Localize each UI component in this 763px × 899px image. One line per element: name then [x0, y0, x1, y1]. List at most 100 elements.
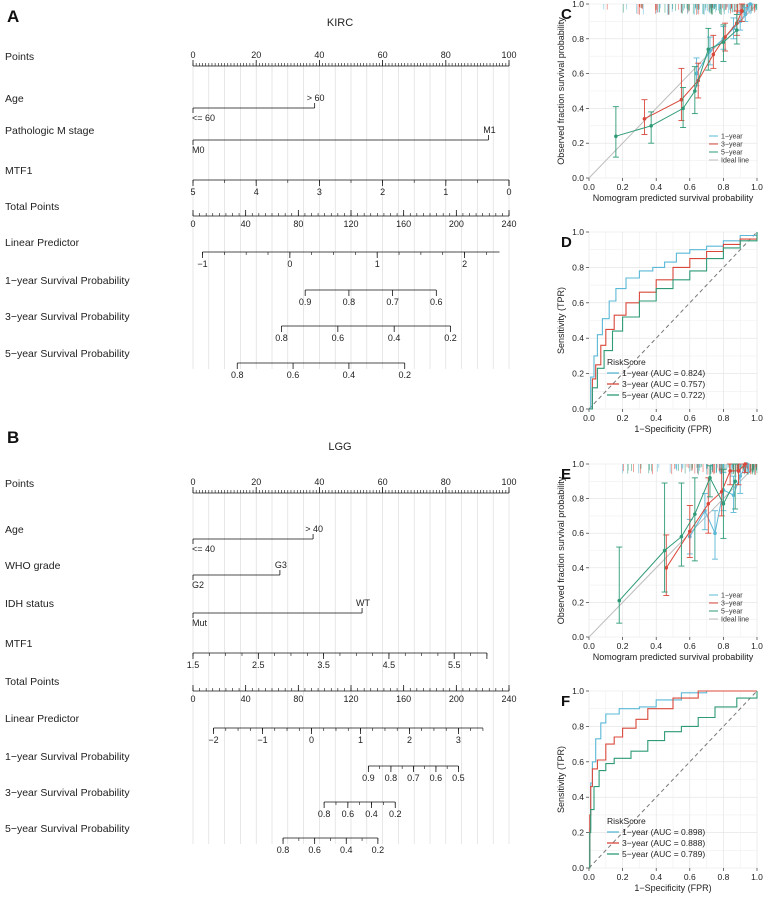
roc-curve — [589, 232, 758, 410]
tick-label: −1 — [197, 259, 207, 269]
y-tick-label: 0.8 — [572, 34, 584, 44]
nomogram-row: Points 0 20 40 60 80 100 — [5, 50, 517, 67]
legend-label: 3−year (AUC = 0.888) — [622, 838, 705, 848]
tick-label: 0 — [287, 259, 292, 269]
tick-label: 0.9 — [362, 773, 375, 783]
x-axis-title: Nomogram predicted survival probability — [593, 193, 754, 203]
tick-label: 40 — [241, 694, 251, 704]
row-label: IDH status — [5, 598, 54, 610]
tick-label: 5.5 — [448, 660, 461, 670]
reference-line — [588, 690, 758, 869]
nomogram-row: Age <= 40 > 40 — [5, 524, 323, 554]
x-tick-label: 1.0 — [751, 413, 763, 423]
nomogram-row: 5−year Survival Probability 0.8 0.6 0.4 0.2 — [5, 823, 384, 855]
data-point — [748, 2, 753, 6]
legend-label: 1−year — [721, 593, 743, 600]
row-label: 3−year Survival Probability — [5, 311, 130, 323]
tick-label: 0.7 — [407, 773, 420, 783]
data-point — [708, 476, 712, 480]
y-axis-title: Sensitivity (TPR) — [556, 287, 566, 354]
tick-label: 0 — [309, 735, 314, 745]
x-tick-label: 0.2 — [617, 413, 629, 423]
tick-label: 20 — [251, 477, 261, 487]
panel-letter: C — [561, 6, 572, 23]
data-point — [649, 124, 653, 128]
legend-label: 3−year (AUC = 0.757) — [622, 379, 705, 389]
nomogram-row: Linear Predictor −2 −1 0 1 2 3 — [5, 713, 484, 745]
tick-label: 240 — [501, 219, 516, 229]
tick-label: 0.8 — [343, 297, 356, 307]
nomogram-row: 5−year Survival Probability 0.8 0.6 0.4 0.2 — [5, 348, 411, 380]
y-tick-label: 0.4 — [572, 103, 584, 113]
y-axis-title: Observed fraction survival probability — [556, 17, 566, 165]
tick-label: 0.8 — [275, 333, 288, 343]
data-point — [679, 97, 684, 102]
legend-label: 5−year — [721, 609, 743, 616]
x-tick-label: 0.2 — [617, 182, 629, 192]
tick-label: 5 — [190, 187, 195, 197]
row-label: Linear Predictor — [5, 713, 80, 725]
tick-label: > 60 — [307, 93, 325, 103]
y-tick-label: 0.4 — [572, 792, 584, 802]
tick-label: 1 — [443, 187, 448, 197]
row-label: 5−year Survival Probability — [5, 823, 130, 835]
tick-label: 0.6 — [430, 773, 443, 783]
data-point — [664, 566, 669, 570]
roc-plot-d: 0.00.0 0.2 0.2 0.4 0.4 0.6 0.6 0.8 0.8 1.0 1.0 1−Sp… — [556, 227, 763, 434]
x-tick-label: 0.8 — [717, 413, 729, 423]
calibration-plot-c: 0.00.00.20.20.40.40.60.60.80.81.01.0Nomo… — [556, 0, 763, 203]
row-label: 1−year Survival Probability — [5, 751, 130, 763]
panel-letter: B — [7, 428, 19, 447]
legend-label: Ideal line — [721, 617, 749, 624]
y-tick-label: 0.6 — [572, 69, 584, 79]
data-point — [614, 134, 618, 139]
legend-label: Ideal line — [721, 158, 749, 165]
data-point — [743, 12, 748, 17]
y-tick-label: 0.2 — [572, 138, 584, 148]
x-tick-label: 0.4 — [650, 413, 662, 423]
tick-label: 0.6 — [342, 809, 355, 819]
tick-label: 40 — [314, 50, 324, 60]
tick-label: 2 — [380, 187, 385, 197]
x-tick-label: 0.0 — [583, 413, 595, 423]
tick-label: M1 — [483, 125, 496, 135]
tick-label: 100 — [501, 50, 516, 60]
legend-title: RiskScore — [607, 816, 646, 826]
tick-label: 0.6 — [308, 845, 321, 855]
tick-label: G2 — [192, 580, 204, 590]
data-point — [662, 548, 667, 553]
panel-letter: E — [561, 466, 571, 483]
tick-label: 0.4 — [343, 370, 356, 380]
data-point — [721, 501, 726, 506]
panel-title: KIRC — [327, 17, 353, 29]
x-tick-label: 1.0 — [751, 641, 763, 651]
tick-label: −1 — [257, 735, 267, 745]
data-point — [642, 117, 647, 121]
data-point — [736, 469, 741, 473]
tick-label: 40 — [314, 477, 324, 487]
y-tick-label: 0.2 — [572, 369, 584, 379]
tick-label: 80 — [441, 50, 451, 60]
data-point — [688, 529, 692, 534]
row-label: Points — [5, 51, 34, 63]
panel-letter: A — [7, 7, 19, 26]
data-point — [679, 534, 684, 539]
tick-label: 0.8 — [231, 370, 244, 380]
tick-label: 200 — [449, 694, 464, 704]
tick-label: 160 — [396, 219, 411, 229]
row-label: MTF1 — [5, 165, 33, 177]
roc-plot-f: 0.00.0 0.2 0.2 0.4 0.4 0.6 0.6 0.8 0.8 1.0 1.0 1−Sp… — [556, 686, 763, 893]
x-tick-label: 0.6 — [684, 182, 696, 192]
legend-label: 5−year (AUC = 0.789) — [622, 849, 705, 859]
nomogram-row: Linear Predictor −1 0 1 2 — [5, 237, 500, 269]
y-tick-label: 0.8 — [572, 262, 584, 272]
x-tick-label: 1.0 — [751, 872, 763, 882]
row-label: Age — [5, 93, 24, 105]
legend-label: 5−year (AUC = 0.722) — [622, 390, 705, 400]
row-label: Linear Predictor — [5, 237, 80, 249]
y-tick-label: 0.0 — [572, 632, 584, 642]
x-tick-label: 0.6 — [684, 413, 696, 423]
y-tick-label: 0.8 — [572, 721, 584, 731]
tick-label: 60 — [378, 50, 388, 60]
